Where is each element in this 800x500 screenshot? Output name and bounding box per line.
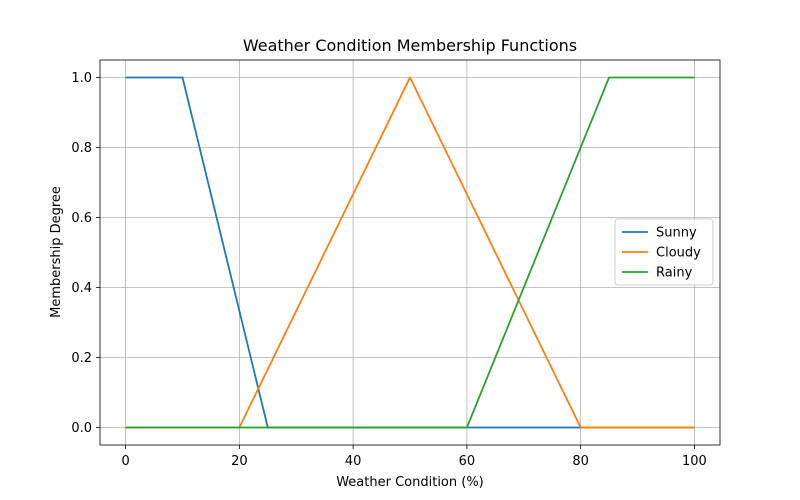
x-tick-label: 100: [682, 454, 707, 469]
y-axis-label: Membership Degree: [49, 186, 64, 318]
y-tick-label: 0.2: [71, 351, 92, 366]
x-axis-label: Weather Condition (%): [336, 475, 484, 490]
y-tick-label: 0.6: [71, 211, 92, 226]
legend-items: Sunny Cloudy Rainy: [622, 226, 701, 281]
y-tick-label: 0.8: [71, 141, 92, 156]
legend: Sunny Cloudy Rainy: [614, 218, 714, 286]
series-line-cloudy: [125, 76, 695, 429]
y-axis-ticks: 0.0 0.2 0.4 0.6 0.8 1.0: [71, 71, 100, 436]
y-tick-label: 0.4: [71, 281, 92, 296]
series-lines: [125, 76, 695, 429]
legend-box: [614, 218, 714, 286]
legend-label-cloudy: Cloudy: [656, 246, 701, 261]
y-tick-label: 0.0: [71, 421, 92, 436]
x-tick-label: 20: [231, 454, 248, 469]
legend-label-rainy: Rainy: [656, 266, 693, 281]
x-tick-label: 0: [121, 454, 129, 469]
legend-label-sunny: Sunny: [656, 226, 697, 241]
x-tick-label: 80: [572, 454, 589, 469]
plot-frame: [99, 59, 721, 446]
x-tick-label: 40: [345, 454, 362, 469]
y-tick-label: 1.0: [71, 71, 92, 86]
series-line-rainy: [125, 76, 695, 429]
chart-title: Weather Condition Membership Functions: [243, 36, 577, 55]
x-axis-ticks: 0 20 40 60 80 100: [121, 445, 707, 469]
series-line-sunny: [125, 76, 695, 429]
x-tick-label: 60: [459, 454, 476, 469]
